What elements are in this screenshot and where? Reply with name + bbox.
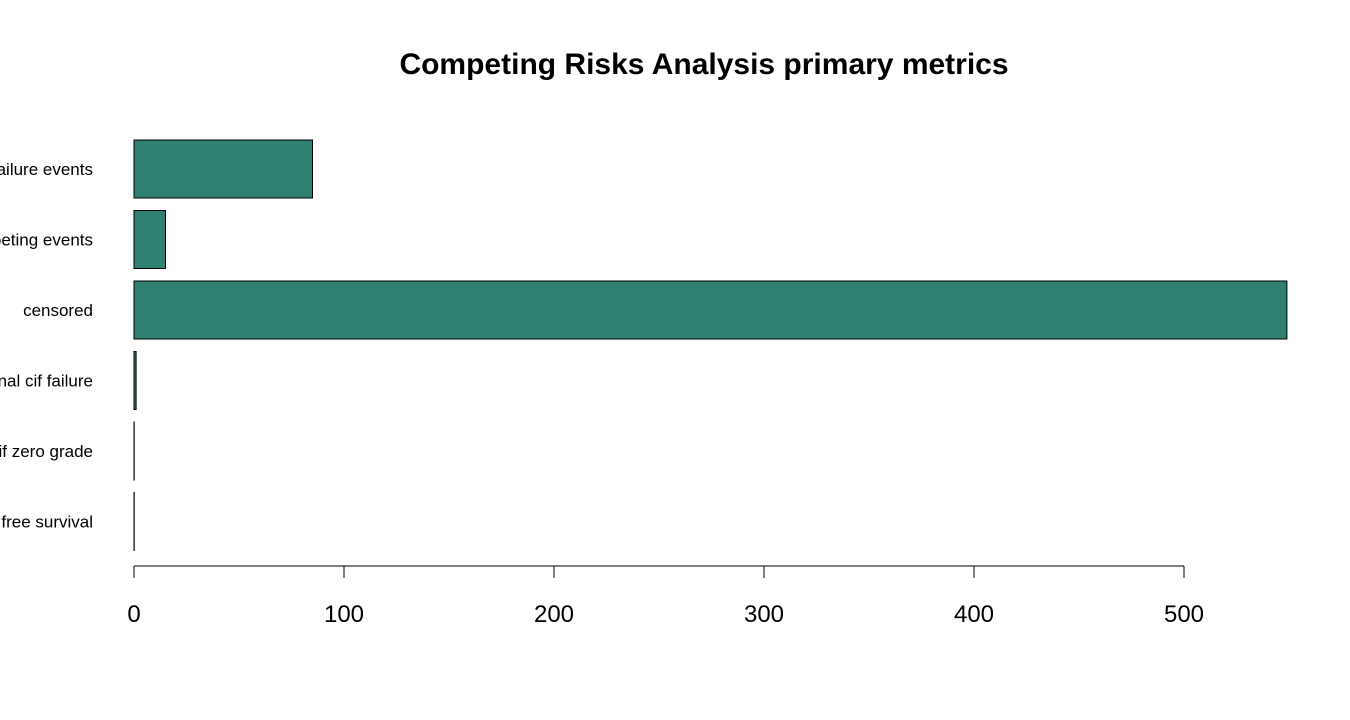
category-label: cif zero grade bbox=[0, 442, 93, 461]
x-tick-label: 300 bbox=[744, 601, 784, 628]
category-label: event free survival bbox=[0, 513, 93, 532]
category-label: failure events bbox=[0, 160, 93, 179]
x-tick-label: 500 bbox=[1164, 601, 1204, 628]
x-tick-label: 100 bbox=[324, 601, 364, 628]
category-labels: failure events competing events censored fi… bbox=[0, 160, 93, 532]
category-label: censored bbox=[23, 301, 93, 320]
x-axis: 0 100 200 300 400 500 bbox=[127, 565, 1204, 628]
category-label: final cif failure bbox=[0, 372, 93, 391]
x-tick-label: 200 bbox=[534, 601, 574, 628]
x-tick-label: 400 bbox=[954, 601, 994, 628]
bar-competing-events bbox=[133, 210, 166, 269]
bar-failure-events bbox=[133, 139, 313, 199]
chart-title: Competing Risks Analysis primary metrics bbox=[399, 48, 1008, 81]
bar-final-cif-failure bbox=[133, 351, 137, 410]
x-tick-label: 0 bbox=[127, 601, 140, 628]
bars bbox=[133, 139, 1288, 551]
bar-censored bbox=[133, 280, 1288, 340]
category-label: competing events bbox=[0, 231, 93, 250]
